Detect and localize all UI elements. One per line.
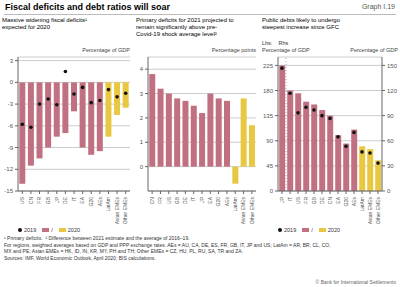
svg-text:DE: DE bbox=[182, 196, 188, 204]
svg-text:135: 135 bbox=[263, 113, 274, 119]
html-text:Percentage of GDP: Percentage of GDP bbox=[350, 47, 398, 53]
svg-text:180: 180 bbox=[263, 88, 274, 94]
svg-text:1: 1 bbox=[140, 139, 144, 145]
svg-text:-6: -6 bbox=[8, 123, 14, 129]
svg-text:-15: -15 bbox=[8, 188, 14, 194]
svg-text:45: 45 bbox=[266, 163, 273, 169]
html-text:2020: 2020 bbox=[327, 226, 340, 233]
html-text:Public debts likely to undergo: Public debts likely to undergo steepest … bbox=[262, 17, 340, 30]
svg-text:G20: G20 bbox=[215, 197, 221, 207]
svg-text:G20: G20 bbox=[343, 197, 349, 207]
svg-text:AEs: AEs bbox=[97, 197, 103, 207]
svg-text:0: 0 bbox=[270, 188, 274, 194]
svg-text:DE: DE bbox=[62, 196, 68, 204]
svg-text:3: 3 bbox=[10, 58, 14, 64]
svg-text:90: 90 bbox=[266, 138, 273, 144]
svg-text:GB: GB bbox=[174, 196, 180, 204]
svg-text:CN: CN bbox=[327, 197, 333, 205]
svg-text:2: 2 bbox=[140, 115, 144, 121]
html-text:Rhs: Rhs bbox=[278, 40, 289, 46]
svg-text:JP: JP bbox=[54, 196, 60, 203]
svg-text:GB: GB bbox=[311, 196, 317, 204]
svg-text:LatAm: LatAm bbox=[232, 197, 238, 211]
svg-text:US: US bbox=[19, 196, 25, 204]
html-text:Sources: IMF, World Economic O: Sources: IMF, World Economic Outlook, Ap… bbox=[4, 254, 156, 261]
svg-text:US: US bbox=[166, 196, 172, 204]
svg-text:150: 150 bbox=[387, 63, 392, 69]
svg-text:G20: G20 bbox=[88, 197, 94, 207]
svg-text:EA: EA bbox=[335, 196, 341, 203]
svg-text:IT: IT bbox=[287, 197, 293, 201]
svg-text:FR: FR bbox=[157, 197, 163, 204]
svg-text:AEs: AEs bbox=[351, 197, 357, 207]
svg-text:IT: IT bbox=[71, 197, 77, 201]
svg-text:CN: CN bbox=[149, 197, 155, 205]
html-text:2019: 2019 bbox=[284, 226, 297, 233]
svg-text:4: 4 bbox=[140, 66, 144, 72]
svg-text:Asian EMEs: Asian EMEs bbox=[240, 197, 246, 225]
html-text:¹ Primary deficits. ² Differen: ¹ Primary deficits. ² Difference between… bbox=[4, 235, 190, 241]
svg-text:EA: EA bbox=[79, 196, 85, 203]
svg-text:JP: JP bbox=[199, 196, 205, 203]
svg-text:225: 225 bbox=[263, 63, 274, 69]
svg-text:EA: EA bbox=[207, 196, 213, 203]
html-text:Graph I.19: Graph I.19 bbox=[361, 3, 395, 10]
svg-text:120: 120 bbox=[387, 88, 392, 94]
svg-text:0: 0 bbox=[387, 188, 391, 194]
svg-text:GB: GB bbox=[45, 196, 51, 204]
svg-text:LatAm: LatAm bbox=[359, 197, 365, 211]
svg-text:0: 0 bbox=[140, 164, 144, 170]
svg-text:LatAm: LatAm bbox=[105, 197, 111, 211]
svg-text:60: 60 bbox=[387, 138, 392, 144]
html-text:Fiscal deficits and debt ratio: Fiscal deficits and debt ratios will soa… bbox=[5, 2, 170, 12]
svg-text:-3: -3 bbox=[8, 101, 14, 107]
svg-text:JP: JP bbox=[279, 196, 285, 203]
html-text:Massive widening fiscal defici: Massive widening fiscal deficits¹ expect… bbox=[2, 17, 87, 30]
html-text:2019: 2019 bbox=[24, 226, 37, 233]
html-text:© Bank for International Settl: © Bank for International Settlements bbox=[315, 279, 396, 285]
svg-text:Other EMEs: Other EMEs bbox=[249, 197, 255, 225]
html-text:For regions, weighted averages: For regions, weighted averages based on … bbox=[4, 241, 331, 254]
svg-text:Other EMEs: Other EMEs bbox=[375, 197, 381, 225]
html-text:Lhs:: Lhs: bbox=[262, 40, 273, 46]
svg-text:-12: -12 bbox=[8, 166, 14, 172]
svg-text:FR: FR bbox=[303, 197, 309, 204]
svg-text:-9: -9 bbox=[8, 145, 14, 151]
html-text:Percentage points: Percentage points bbox=[211, 47, 256, 53]
svg-text:Asian EMEs: Asian EMEs bbox=[114, 197, 120, 225]
svg-text:30: 30 bbox=[387, 163, 392, 169]
html-text:2020: 2020 bbox=[67, 226, 80, 233]
html-text:Percentage of GDP: Percentage of GDP bbox=[262, 47, 310, 53]
html-text:Percentage of GDP: Percentage of GDP bbox=[82, 47, 130, 53]
svg-text:DE: DE bbox=[319, 196, 325, 204]
svg-text:US: US bbox=[295, 196, 301, 204]
html-text:Primary deficits for 2021 proj: Primary deficits for 2021 projected to r… bbox=[136, 17, 234, 37]
svg-text:Other EMEs: Other EMEs bbox=[122, 197, 128, 225]
svg-text:90: 90 bbox=[387, 113, 392, 119]
svg-text:CN: CN bbox=[28, 197, 34, 205]
svg-text:3: 3 bbox=[140, 91, 144, 97]
svg-text:AEs: AEs bbox=[224, 197, 230, 207]
svg-text:IT: IT bbox=[190, 197, 196, 201]
svg-text:FR: FR bbox=[36, 197, 42, 204]
svg-text:0: 0 bbox=[10, 79, 14, 85]
svg-text:Asian EMEs: Asian EMEs bbox=[367, 197, 373, 225]
